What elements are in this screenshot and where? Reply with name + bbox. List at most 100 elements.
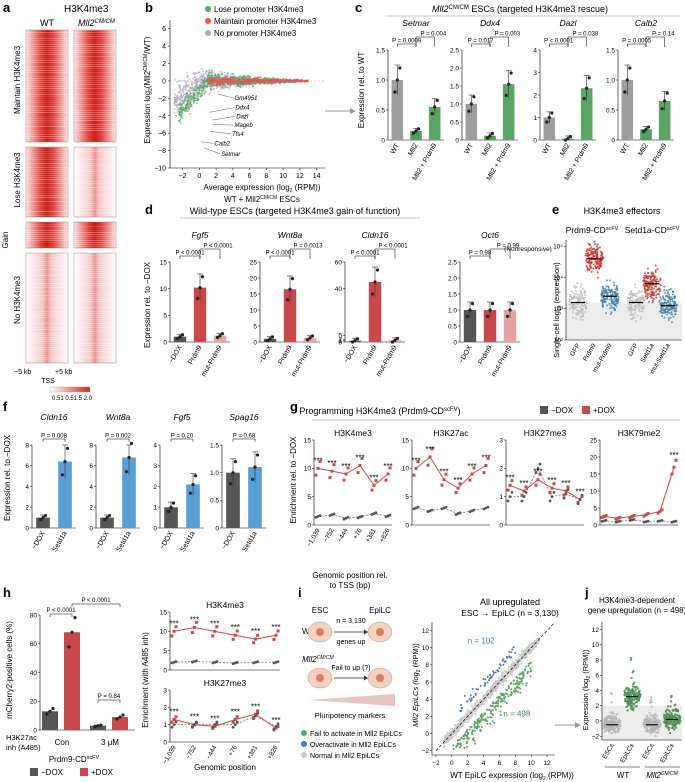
d-nonresponsive: (Nonresponsive) [504, 246, 552, 253]
f-Cldn16-bar [58, 461, 72, 528]
d-Fgf5-dot [218, 334, 222, 338]
i-cell-epilc-mll2 [367, 667, 393, 689]
e-cell-dot [584, 310, 587, 313]
heat-row [26, 76, 68, 77]
i-title: All upregulated [480, 597, 540, 607]
heat-row [26, 201, 68, 202]
c-Calb2-dot [665, 91, 669, 95]
g-H3K27me3-plus-pt [506, 488, 510, 492]
g-H3K27me3-star: *** [561, 479, 570, 488]
g-H3K79me2-plus-pt [656, 511, 660, 515]
d-Cldn16-dot [350, 340, 355, 344]
g-H3K4me3-ytick-label: 15 [304, 437, 312, 444]
c-Setmar-title: Setmar [402, 18, 431, 28]
h-top-star: *** [271, 623, 280, 632]
g-H3K27me3-plus-pt [566, 485, 570, 489]
b-point-maintain [247, 78, 250, 81]
d-Wnt8a-ytick-label: 0 [253, 339, 257, 346]
b-point-none [179, 85, 182, 88]
g-H3K27me3-plus-pt [536, 478, 540, 482]
b-point-none [182, 85, 185, 88]
d-Cldn16-xlabel: mut-Prdm9 [375, 344, 398, 378]
b-point-lose [206, 83, 209, 85]
h-dot [48, 709, 52, 713]
e-cell-dot [608, 289, 611, 292]
b-point-none [225, 84, 228, 86]
b-point-maintain [282, 80, 285, 83]
b-point-maintain [211, 81, 214, 84]
i-normal-pt [506, 677, 508, 680]
e-cell-dot [643, 277, 646, 280]
b-point-none [226, 85, 229, 87]
e-cell-dot [600, 254, 603, 257]
heat-row [74, 287, 116, 288]
b-ytick-label: 0 [162, 78, 166, 85]
h-top-star: *** [210, 619, 219, 628]
heat-row [74, 189, 116, 190]
f-Cldn16-ytick-label: 0 [25, 525, 29, 532]
f-Wnt8a-ytick-label: 6 [89, 463, 93, 470]
heat-row [74, 187, 116, 188]
e-cell-dot [600, 262, 603, 265]
e-cell-dot [572, 292, 575, 295]
e-ytick-label: 10⁵ [553, 244, 563, 251]
heat-row [74, 98, 116, 99]
e-cell-dot [628, 304, 631, 307]
b-point-none [181, 89, 184, 91]
d-Cldn16-ytick-label: 0 [338, 339, 342, 346]
b-point-maintain [236, 82, 239, 85]
e-cell-dot [605, 312, 608, 315]
heat-row [26, 36, 68, 37]
b-point-lose [216, 74, 219, 77]
e-cell-dot [643, 274, 646, 277]
e-cell-dot [588, 259, 591, 262]
g-H3K4me3-star: *** [341, 462, 350, 471]
f-Cldn16-bracket [42, 438, 66, 442]
c-Ddx4-ytick-label: 1.5 [450, 83, 459, 90]
b-point-lose [198, 90, 201, 93]
g-H3K79me2-ytick-label: 25 [590, 437, 598, 444]
h-top-plus-pt [194, 620, 198, 624]
heat-row [26, 32, 68, 33]
b-point-lose [207, 72, 210, 75]
b-point-lose [192, 97, 195, 100]
e-cell-dot [662, 311, 665, 314]
e-cell-dot [590, 270, 593, 273]
e-sub-left: Prdm9-CDscFV [566, 225, 619, 235]
heat-row [26, 199, 68, 200]
b-point-none [219, 74, 222, 76]
g-H3K79me2-plus-pt [618, 515, 622, 519]
heat-row [74, 66, 116, 67]
e-cell-dot [643, 287, 646, 290]
c-Calb2-ytick-label: 0 [611, 137, 615, 144]
heat-row [74, 54, 116, 55]
d-Oct6-dot [465, 314, 470, 318]
e-cell-dot [629, 297, 632, 300]
heat-row [74, 349, 116, 350]
h-top-plus-line [173, 626, 277, 640]
heat-row [26, 136, 68, 137]
d-Wnt8a-dot [285, 298, 290, 302]
heat-row [26, 189, 68, 190]
b-point-lose [200, 86, 203, 89]
h-cond-con: Con [55, 738, 70, 747]
heat-row [26, 48, 68, 49]
heat-row [26, 347, 68, 348]
g-H3K27me3-minus-pt [566, 488, 570, 491]
heat-row [74, 299, 116, 300]
e-cell-dot [672, 290, 675, 293]
i-normal-pt [502, 684, 505, 686]
i-normal-pt [496, 679, 499, 682]
b-point-maintain [206, 78, 209, 81]
d-Oct6-dot [468, 308, 472, 312]
heat-row [74, 295, 116, 296]
e-cell-dot [596, 276, 599, 279]
heat-row [74, 76, 116, 77]
e-cell-dot [636, 314, 639, 317]
g-H3K27ac-plus-pt [468, 478, 472, 482]
b-point-none [176, 106, 179, 109]
i-normal-pt [482, 695, 484, 698]
b-point-lose [246, 75, 249, 78]
heat-row [26, 38, 68, 39]
b-point-maintain [271, 80, 274, 82]
